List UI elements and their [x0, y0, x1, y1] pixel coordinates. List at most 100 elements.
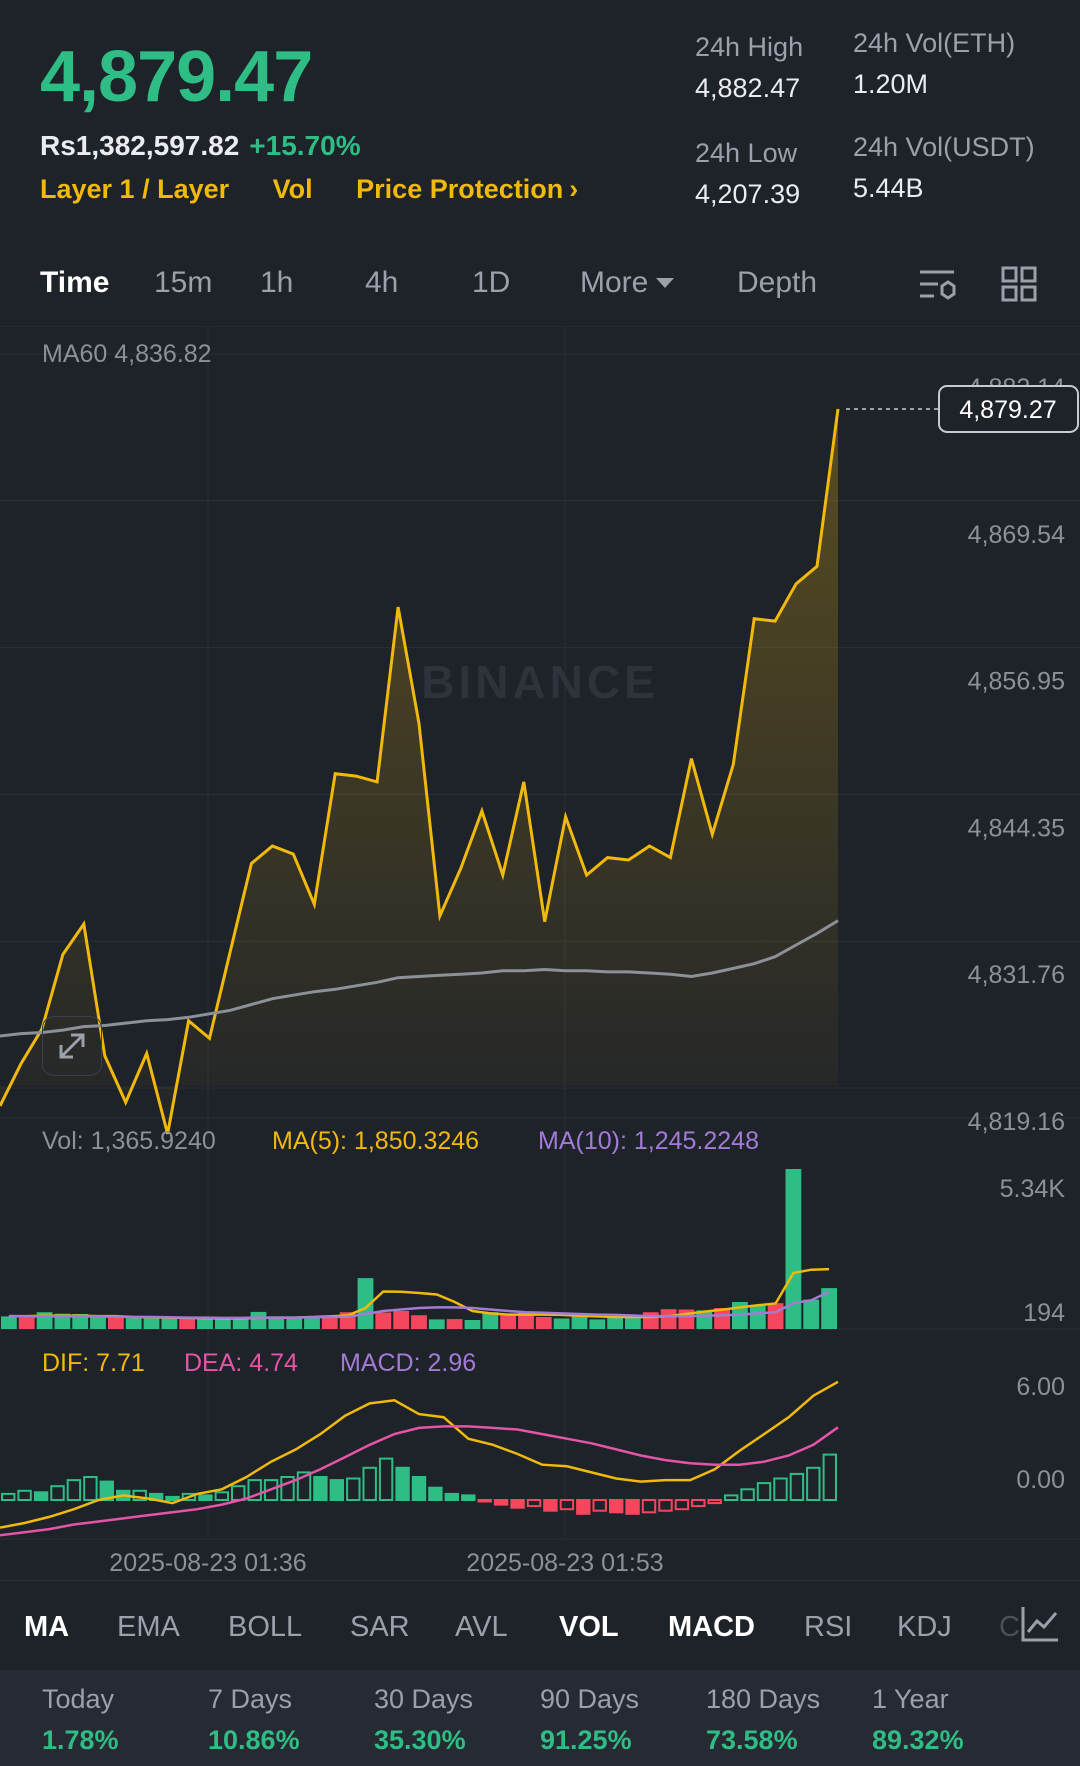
x-tick-label: 2025-08-23 01:36 [109, 1549, 306, 1577]
macd-bar [756, 1482, 772, 1501]
perf-180d: 180 Days 73.58% [706, 1684, 820, 1756]
volume-bar [535, 1317, 552, 1329]
current-price-label: 4,879.27 [959, 396, 1056, 424]
macd-bar [83, 1476, 98, 1501]
ma60-legend: MA60 4,836.82 [42, 340, 212, 368]
grid-layout-icon[interactable] [1001, 266, 1037, 310]
macd-bar [789, 1472, 805, 1502]
price-area [0, 408, 838, 1134]
macd-bar [493, 1499, 509, 1506]
tab-depth[interactable]: Depth [737, 266, 818, 299]
price-chart[interactable]: 4,882.144,869.544,856.954,844.354,831.76… [0, 326, 1080, 1580]
perf-label: 180 Days [706, 1684, 821, 1714]
indicator-tab-kdj[interactable]: KDJ [897, 1611, 952, 1643]
perf-value: 35.30% [374, 1725, 466, 1755]
volume-bar [1, 1316, 17, 1329]
macd-bar [707, 1499, 722, 1505]
macd-bar [411, 1476, 427, 1501]
indicator-tab-c[interactable]: C [999, 1611, 1020, 1643]
macd-bar [641, 1499, 657, 1514]
macd-bar [263, 1479, 279, 1501]
volume-bar [304, 1317, 320, 1329]
y-tick-label: 4,856.95 [968, 668, 1065, 696]
volume-bar [482, 1312, 499, 1329]
tab-1d[interactable]: 1D [472, 266, 511, 299]
macd-bar [543, 1499, 558, 1512]
macd-bar [822, 1453, 837, 1501]
macd-bar [510, 1499, 525, 1509]
indicator-tab-ma[interactable]: MA [24, 1611, 70, 1643]
volume-bar [411, 1315, 427, 1329]
volume-bar [571, 1314, 588, 1329]
macd-bar [625, 1499, 640, 1515]
volume-bar [268, 1316, 285, 1329]
current-price-box [938, 384, 1079, 433]
macd-bar [17, 1489, 32, 1502]
indicator-tabs: MA EMA BOLL SAR AVL VOL MACD RSI KDJ C [0, 1580, 1080, 1671]
macd-bar [132, 1489, 147, 1502]
indicator-chart-icon[interactable] [1020, 1605, 1060, 1651]
stat-label: 24h Vol(ETH) [853, 28, 1016, 58]
perf-90d: 90 Days 91.25% [540, 1684, 639, 1756]
macd-bar [773, 1477, 788, 1501]
macd-bar [674, 1499, 690, 1511]
volume-bar [553, 1318, 570, 1329]
tab-1h[interactable]: 1h [260, 266, 294, 299]
stat-label: 24h Vol(USDT) [853, 132, 1035, 162]
perf-30d: 30 Days 35.30% [374, 1684, 473, 1756]
tag-line: Layer 1 / Layer Vol Price Protection › [40, 174, 614, 205]
macd-bar [526, 1499, 542, 1508]
macd-bar [428, 1486, 443, 1501]
macd-bar [658, 1499, 673, 1512]
volume-bar [72, 1314, 89, 1329]
indicator-tab-avl[interactable]: AVL [455, 1611, 508, 1643]
volume-bar [179, 1318, 196, 1329]
macd-bar [231, 1485, 246, 1501]
last-price: 4,879.47 [40, 37, 313, 117]
macd-bar [477, 1499, 492, 1503]
vol-ma10-legend: MA(10): 1,245.2248 [538, 1127, 759, 1155]
tab-15m[interactable]: 15m [154, 266, 213, 299]
volume-bar [803, 1299, 820, 1329]
vol-y-tick: 5.34K [1000, 1175, 1066, 1203]
macd-bar [691, 1499, 706, 1508]
vol-ma10-line [8, 1290, 830, 1320]
tab-time[interactable]: Time [40, 266, 110, 299]
indicator-tab-boll[interactable]: BOLL [228, 1611, 303, 1643]
more-caret-icon [656, 278, 675, 288]
macd-bar [609, 1499, 624, 1514]
indicator-tab-macd[interactable]: MACD [668, 1611, 755, 1643]
fiat-price: Rs1,382,597.82 [40, 130, 240, 161]
volume-bar [607, 1317, 623, 1329]
performance-bar: Today 1.78% 7 Days 10.86% 30 Days 35.30% 90… [0, 1670, 1080, 1766]
tag-price-protection[interactable]: Price Protection › [356, 174, 614, 204]
fiat-price-line: Rs1,382,597.82 +15.70% [40, 130, 361, 162]
vol-ma5-line [8, 1267, 830, 1320]
timeframe-tabs: Time 15m 1h 4h 1D More Depth [40, 266, 1040, 310]
tab-more[interactable]: More [580, 266, 675, 300]
chevron-right-icon: › [569, 174, 579, 204]
macd-bar [362, 1466, 377, 1502]
volume-bar [464, 1320, 481, 1329]
macd-bar [280, 1476, 295, 1501]
stat-label: 24h Low [695, 138, 798, 168]
macd-bar [50, 1485, 65, 1501]
volume-bar [232, 1318, 249, 1329]
volume-bar [215, 1319, 231, 1329]
macd-bar [198, 1494, 213, 1502]
indicator-tab-rsi[interactable]: RSI [804, 1611, 853, 1643]
indicator-tab-ema[interactable]: EMA [117, 1611, 180, 1643]
indicator-tab-sar[interactable]: SAR [350, 1611, 410, 1643]
volume-bar [589, 1319, 606, 1329]
perf-label: Today [42, 1684, 115, 1714]
indicator-tab-vol[interactable]: VOL [559, 1611, 619, 1643]
expand-icon[interactable] [42, 1016, 102, 1076]
tag-vol[interactable]: Vol [272, 174, 313, 204]
volume-bar [108, 1316, 124, 1329]
tab-4h[interactable]: 4h [365, 266, 399, 299]
perf-value: 91.25% [540, 1725, 632, 1755]
perf-value: 1.78% [42, 1725, 119, 1755]
macd-bar [296, 1471, 312, 1502]
tag-category[interactable]: Layer 1 / Layer [40, 174, 230, 204]
chart-settings-icon[interactable] [918, 268, 958, 312]
